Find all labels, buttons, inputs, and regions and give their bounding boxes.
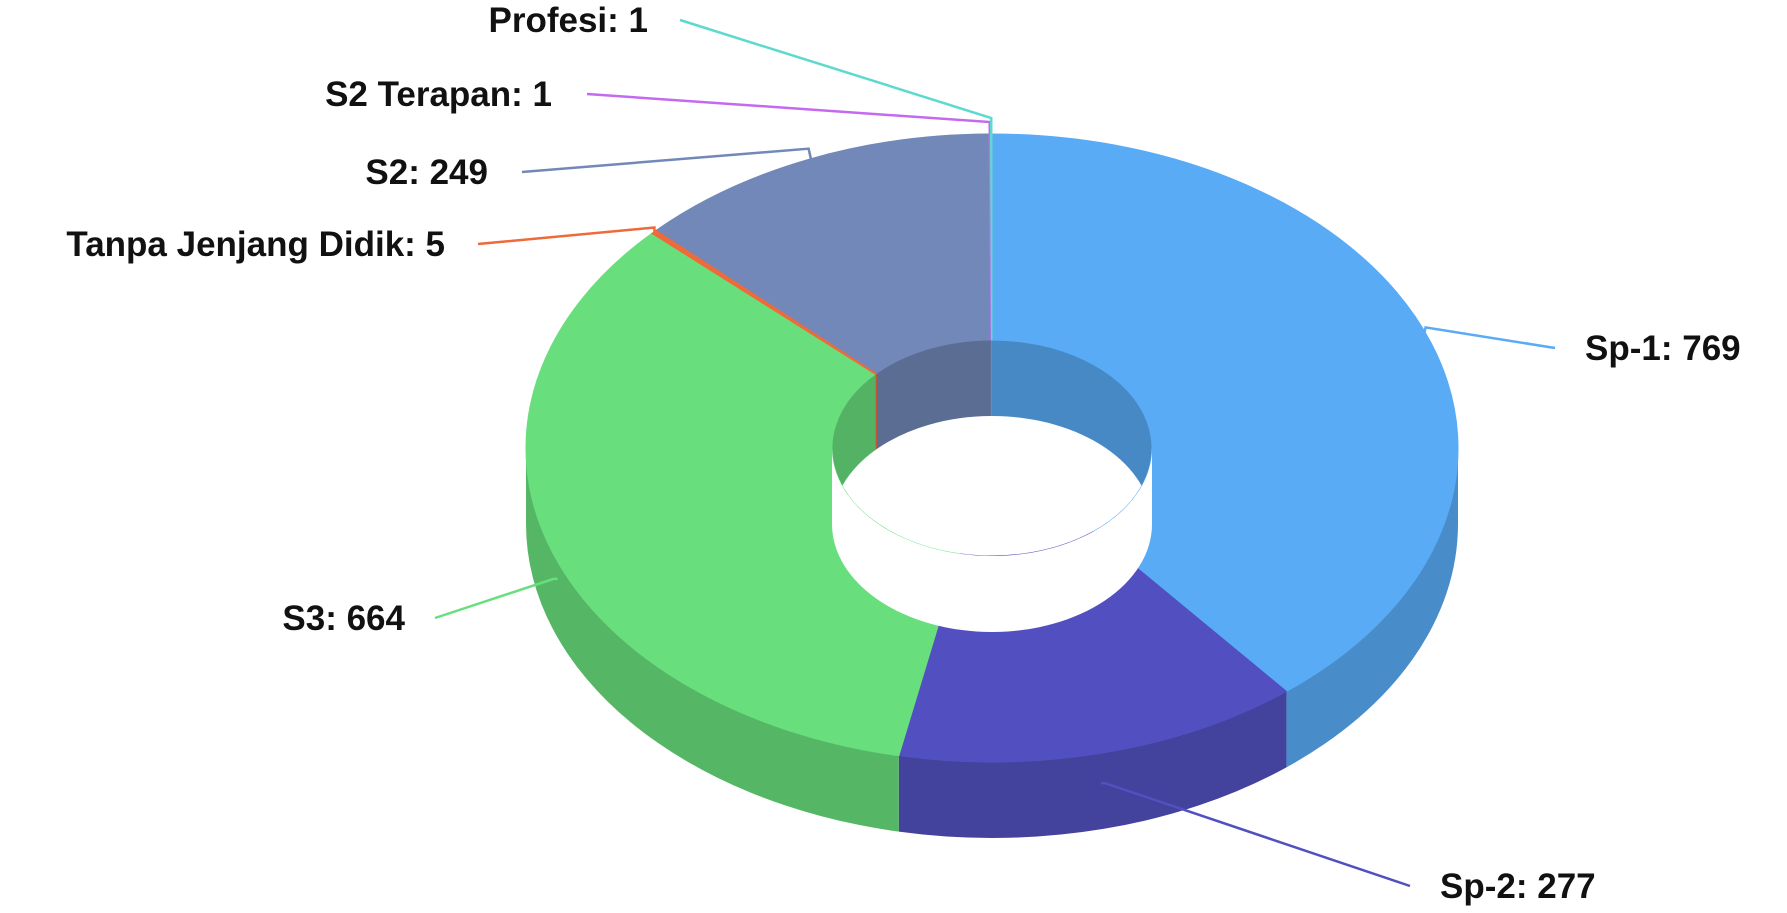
slice-walls — [526, 448, 1458, 838]
slice-inner-wall-s2-terapan-0 — [990, 340, 992, 417]
slice-inner-wall-profesi-0 — [991, 340, 992, 417]
slice-label-sp-2: Sp-2: 277 — [1440, 867, 1596, 906]
leader-line-s2-terapan — [586, 92, 992, 135]
slice-wall-sp-2 — [898, 691, 1287, 838]
slice-labels: Sp-1: 769 Sp-2: 277 S3: 664 Tanpa Jenjang D… — [66, 1, 1740, 906]
slice-label-sp-1: Sp-1: 769 — [1585, 329, 1741, 368]
slice-inner-wall-tanpa-jenjang-didik-0 — [875, 372, 877, 451]
hole-opening — [832, 448, 1152, 632]
leader-lines — [434, 18, 1556, 888]
slice-s3 — [525, 232, 961, 757]
slice-inner-wall-s3-0 — [832, 374, 876, 524]
slice-label-tanpa-jenjang-didik: Tanpa Jenjang Didik: 5 — [66, 225, 445, 264]
leader-line-profesi — [679, 18, 993, 134]
inner-walls — [832, 340, 1152, 524]
slice-s2 — [656, 133, 992, 374]
slice-tops — [525, 133, 1459, 763]
leader-line-sp-2 — [1100, 781, 1411, 888]
slice-label-s3: S3: 664 — [282, 599, 405, 638]
leader-line-sp-1 — [1420, 325, 1556, 350]
leader-line-tanpa-jenjang-didik — [477, 226, 656, 246]
slice-label-profesi: Profesi: 1 — [489, 1, 649, 40]
leader-line-s2 — [521, 147, 814, 174]
slice-label-s2: S2: 249 — [365, 153, 488, 192]
donut-hole — [832, 448, 1152, 632]
slice-inner-wall-s2-0 — [876, 340, 991, 449]
leader-line-s3 — [434, 577, 558, 620]
slice-wall-sp-1 — [1286, 448, 1458, 768]
slice-label-s2-terapan: S2 Terapan: 1 — [325, 75, 552, 114]
slice-wall-s3 — [526, 448, 899, 832]
slice-inner-wall-sp-1-0 — [992, 340, 1152, 524]
slice-sp-1 — [991, 133, 1459, 692]
